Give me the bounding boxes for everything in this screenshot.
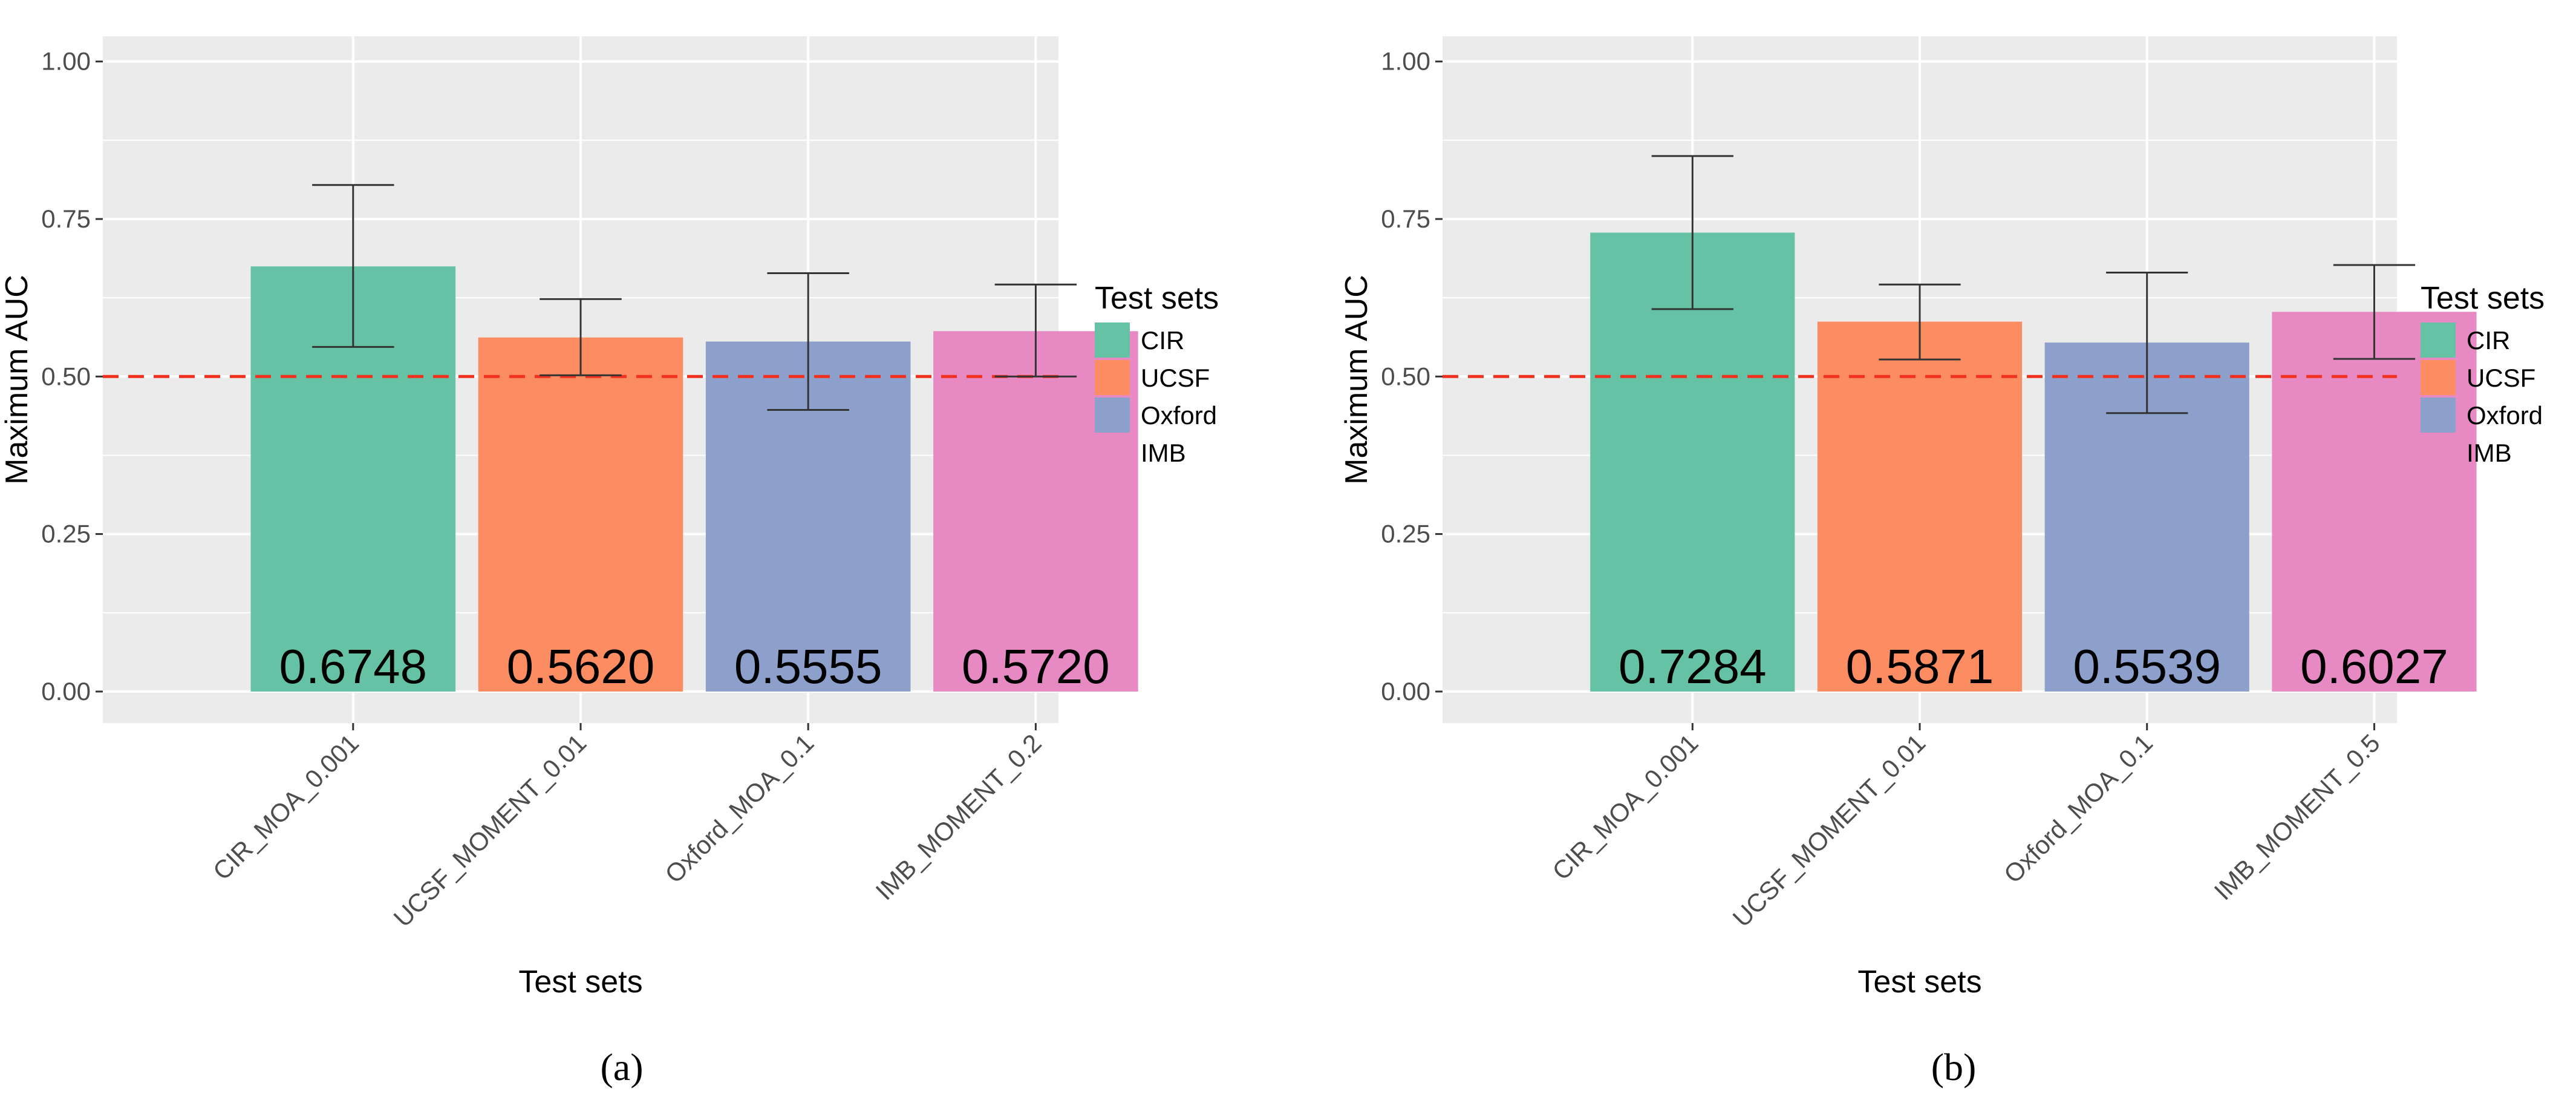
legend-label-oxford: Oxford (2467, 401, 2543, 430)
legend-label-cir: CIR (2467, 326, 2510, 355)
bar-value-label: 0.6027 (2300, 640, 2448, 693)
y-axis-title: Maximum AUC (0, 275, 34, 485)
bar-ucsf (478, 337, 683, 692)
y-tick-label: 1.00 (41, 47, 91, 76)
y-tick-label: 0.25 (41, 520, 91, 548)
y-tick-label: 0.00 (1381, 677, 1430, 706)
x-tick-label: IMB_MOMENT_0.2 (870, 728, 1046, 905)
bar-value-label: 0.5539 (2073, 640, 2221, 693)
y-tick-label: 0.25 (1381, 520, 1430, 548)
legend-label-ucsf: UCSF (1141, 364, 1210, 392)
y-tick-label: 0.75 (41, 205, 91, 233)
bar-ucsf (1817, 321, 2023, 692)
bar-value-label: 0.5720 (962, 640, 1110, 693)
legend-title: Test sets (1095, 281, 1219, 316)
bar-value-label: 0.5871 (1846, 640, 1994, 693)
legend-swatch-imb (2421, 435, 2456, 470)
legend-swatch-cir (1095, 322, 1130, 358)
legend-swatch-oxford (1095, 398, 1130, 433)
x-tick-label: CIR_MOA_0.001 (207, 728, 364, 885)
x-tick-label: Oxford_MOA_0.1 (1998, 728, 2158, 888)
legend-swatch-ucsf (1095, 360, 1130, 395)
x-axis-title: Test sets (1857, 964, 1981, 1000)
x-tick-label: Oxford_MOA_0.1 (659, 728, 819, 888)
x-axis-title: Test sets (518, 964, 642, 1000)
x-tick-label: IMB_MOMENT_0.5 (2208, 728, 2385, 905)
legend-label-imb: IMB (2467, 439, 2512, 467)
chart-panel-b: 0.00 0.25 0.50 0.75 1.00 0.7284 0.5871 0.5539 0.… (1339, 36, 2545, 1089)
x-tick-label: UCSF_MOMENT_0.01 (1727, 728, 1931, 932)
legend-swatch-cir (2421, 322, 2456, 358)
panel-caption: (b) (1931, 1046, 1977, 1089)
y-tick-label: 0.00 (41, 677, 91, 706)
chart-panel-a: 0.00 0.25 0.50 0.75 1.00 0.6748 0.5620 0.5555 0.… (0, 36, 1219, 1089)
y-tick-label: 0.50 (1381, 362, 1430, 390)
y-tick-label: 1.00 (1381, 47, 1430, 76)
legend-swatch-ucsf (2421, 360, 2456, 395)
legend-swatch-oxford (2421, 398, 2456, 433)
y-tick-label: 0.50 (41, 362, 91, 390)
legend-swatch-imb (1095, 435, 1130, 470)
y-tick-label: 0.75 (1381, 205, 1430, 233)
bar-value-label: 0.7284 (1619, 640, 1767, 693)
legend-label-cir: CIR (1141, 326, 1184, 355)
legend-label-imb: IMB (1141, 439, 1186, 467)
bar-value-label: 0.5620 (507, 640, 655, 693)
y-axis-title: Maximum AUC (1339, 275, 1374, 485)
legend-label-ucsf: UCSF (2467, 364, 2535, 392)
x-tick-label: CIR_MOA_0.001 (1547, 728, 1703, 885)
legend-label-oxford: Oxford (1141, 401, 1217, 430)
x-tick-label: UCSF_MOMENT_0.01 (388, 728, 592, 932)
bar-value-label: 0.5555 (734, 640, 882, 693)
panel-caption: (a) (600, 1046, 643, 1089)
legend-title: Test sets (2421, 281, 2545, 316)
bar-value-label: 0.6748 (279, 640, 427, 693)
